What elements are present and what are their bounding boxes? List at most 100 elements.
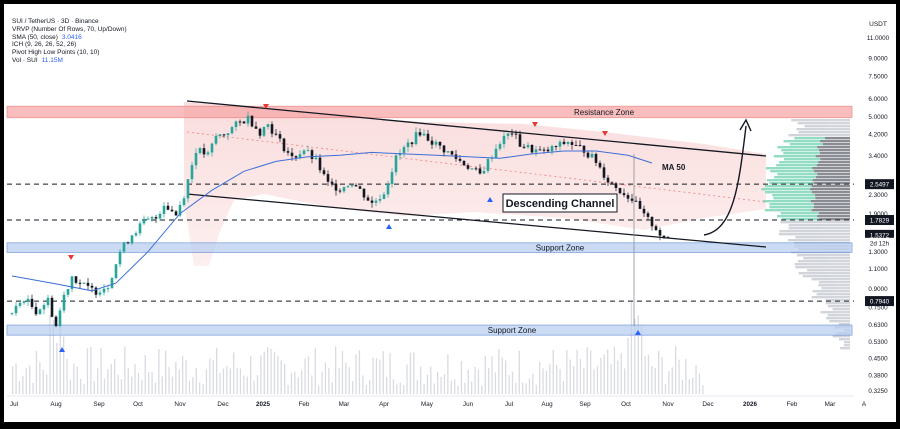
volume-bar <box>607 349 609 394</box>
volume-profile-bar <box>847 344 850 347</box>
volume-profile-bar <box>838 323 845 326</box>
candle-body <box>470 168 474 170</box>
volume-profile-bar <box>811 185 850 188</box>
volume-profile-bar <box>836 311 850 314</box>
chart-panel: Resistance Zone Support Zone Support Zone … <box>4 4 896 422</box>
volume-bar <box>168 367 170 394</box>
volume-profile-bar <box>822 143 850 146</box>
volume-profile-bar <box>769 206 814 209</box>
candle-body <box>174 211 178 216</box>
volume-profile-bar <box>817 233 850 236</box>
volume-bar <box>433 383 435 394</box>
volume-profile-bar <box>829 125 850 128</box>
candle-body <box>194 153 198 166</box>
volume-bar <box>39 362 41 394</box>
volume-bar <box>42 369 44 394</box>
x-tick-label: 2025 <box>256 401 271 408</box>
volume-profile-bar <box>772 194 816 197</box>
volume-profile-bar <box>820 311 837 314</box>
candle-body <box>606 177 610 183</box>
volume-bar <box>392 379 395 394</box>
volume-profile-bar <box>826 131 850 134</box>
candle-body <box>662 235 666 238</box>
y-tick-label: 0.7500 <box>868 304 888 311</box>
volume-profile-bar <box>824 137 850 140</box>
indicator-row: VRVP (Number Of Rows, 70, Up/Down) <box>12 26 127 34</box>
volume-bar <box>358 350 361 394</box>
volume-profile-bar <box>826 122 850 125</box>
volume-profile-bar <box>776 164 817 167</box>
x-tick-label: Feb <box>299 401 310 408</box>
volume-bar <box>311 375 313 394</box>
zone-band <box>6 324 853 336</box>
indicator-rows: VRVP (Number Of Rows, 70, Up/Down) SMA (5… <box>12 26 127 65</box>
volume-bar <box>450 380 452 394</box>
candle-body <box>582 145 586 153</box>
channel-upper-line <box>186 100 767 157</box>
candle-body <box>650 216 654 227</box>
volume-bar <box>175 361 177 394</box>
candle-body <box>402 147 406 154</box>
channel-mid-line <box>186 131 767 203</box>
candle-body <box>422 133 426 136</box>
volume-bar <box>250 356 252 394</box>
volume-bar <box>505 360 507 394</box>
candle-body <box>210 143 214 153</box>
volume-bar <box>328 368 330 394</box>
candle-body <box>58 310 62 326</box>
ma50-label: MA 50 <box>662 163 686 172</box>
candle-body <box>90 285 94 288</box>
candle-body <box>50 297 54 317</box>
candle-body <box>198 148 202 154</box>
volume-bar <box>273 351 276 394</box>
volume-profile-bar <box>779 230 819 233</box>
candle-body <box>230 127 234 134</box>
candle-body <box>102 288 106 293</box>
volume-bars <box>12 302 704 394</box>
zone-label: Support Zone <box>488 326 537 335</box>
volume-bar <box>678 359 680 394</box>
candle-body <box>34 306 38 315</box>
candle-body <box>438 141 442 146</box>
candle-body <box>318 157 322 171</box>
volume-bar <box>287 385 289 394</box>
candle-body <box>110 278 114 289</box>
volume-bar <box>63 336 65 394</box>
x-tick-label: Mar <box>825 401 836 408</box>
volume-profile-bar <box>817 215 850 218</box>
candle-body <box>554 146 558 148</box>
volume-bar <box>141 379 143 394</box>
indicator-label: VRVP (Number Of Rows, 70, Up/Down) <box>12 25 127 33</box>
volume-profile-bar <box>764 185 812 188</box>
candle-body <box>234 121 238 128</box>
volume-profile-bar <box>819 218 850 221</box>
candle-body <box>498 144 502 149</box>
candle-body <box>26 298 30 302</box>
candle-body <box>642 208 646 214</box>
candle-body <box>270 124 274 134</box>
volume-bar <box>464 382 466 394</box>
volume-bar <box>627 337 629 394</box>
indicator-value: 11.15M <box>41 56 63 64</box>
volume-bar <box>236 367 238 394</box>
volume-bar <box>443 374 446 394</box>
candle-body <box>146 218 150 220</box>
volume-profile-bar <box>825 236 850 239</box>
candle-body <box>490 157 494 159</box>
candle-body <box>106 288 110 290</box>
candle-body <box>206 152 210 155</box>
volume-profile-bar <box>820 140 850 143</box>
candle-body <box>530 144 534 153</box>
candle-body <box>326 174 330 182</box>
volume-bar <box>644 355 646 394</box>
volume-bar <box>365 385 367 394</box>
volume-bar <box>355 354 357 394</box>
volume-bar <box>76 366 78 394</box>
y-tick-label: 1.1000 <box>868 266 888 273</box>
volume-bar <box>576 349 578 394</box>
volume-bar <box>267 347 269 394</box>
volume-bar <box>314 347 316 394</box>
candle-body <box>118 251 122 265</box>
candle-body <box>150 217 154 219</box>
